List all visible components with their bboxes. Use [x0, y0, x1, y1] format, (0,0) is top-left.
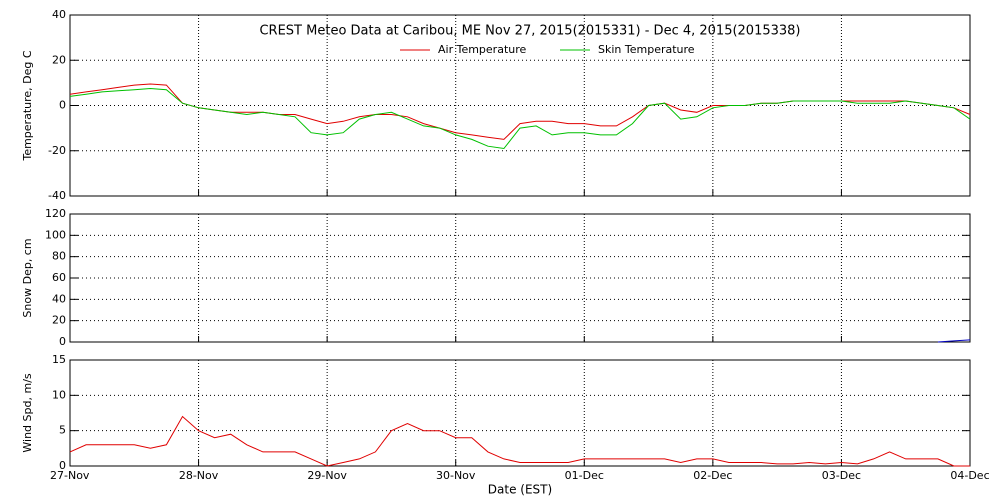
plot-frame	[69, 359, 971, 467]
y-tick-label: 80	[52, 250, 66, 263]
x-tick-label: 01-Dec	[565, 469, 604, 482]
legend-label: Air Temperature	[438, 43, 527, 56]
y-tick-label: 5	[59, 424, 66, 437]
y-tick-label: 0	[59, 335, 66, 348]
y-tick-label: 10	[52, 388, 66, 401]
data-line	[69, 87, 971, 150]
x-tick-label: 29-Nov	[307, 469, 347, 482]
x-tick-label: 27-Nov	[50, 469, 90, 482]
y-axis-label: Temperature, Deg C	[21, 50, 34, 161]
x-tick-label: 04-Dec	[950, 469, 989, 482]
y-tick-label: 100	[45, 228, 66, 241]
y-tick-label: 0	[59, 459, 66, 472]
y-tick-label: 15	[52, 353, 66, 366]
legend-label: Skin Temperature	[598, 43, 695, 56]
y-tick-label: 0	[59, 99, 66, 112]
y-tick-label: 120	[45, 207, 66, 220]
y-tick-label: -20	[48, 144, 66, 157]
x-tick-label: 03-Dec	[822, 469, 861, 482]
x-tick-label: 28-Nov	[179, 469, 219, 482]
y-tick-label: 40	[52, 8, 66, 21]
x-tick-label: 02-Dec	[693, 469, 732, 482]
y-tick-label: -40	[48, 189, 66, 202]
chart-title: CREST Meteo Data at Caribou, ME Nov 27, …	[259, 24, 800, 39]
data-line	[937, 339, 971, 343]
data-line	[69, 415, 970, 467]
y-axis-label: Snow Dep, cm	[21, 238, 34, 317]
y-tick-label: 20	[52, 314, 66, 327]
y-tick-label: 60	[52, 271, 66, 284]
y-axis-label: Wind Spd, m/s	[21, 373, 34, 453]
x-axis-label: Date (EST)	[488, 483, 552, 497]
data-line	[69, 83, 971, 140]
y-tick-label: 20	[52, 53, 66, 66]
x-tick-label: 30-Nov	[436, 469, 476, 482]
y-tick-label: 40	[52, 292, 66, 305]
